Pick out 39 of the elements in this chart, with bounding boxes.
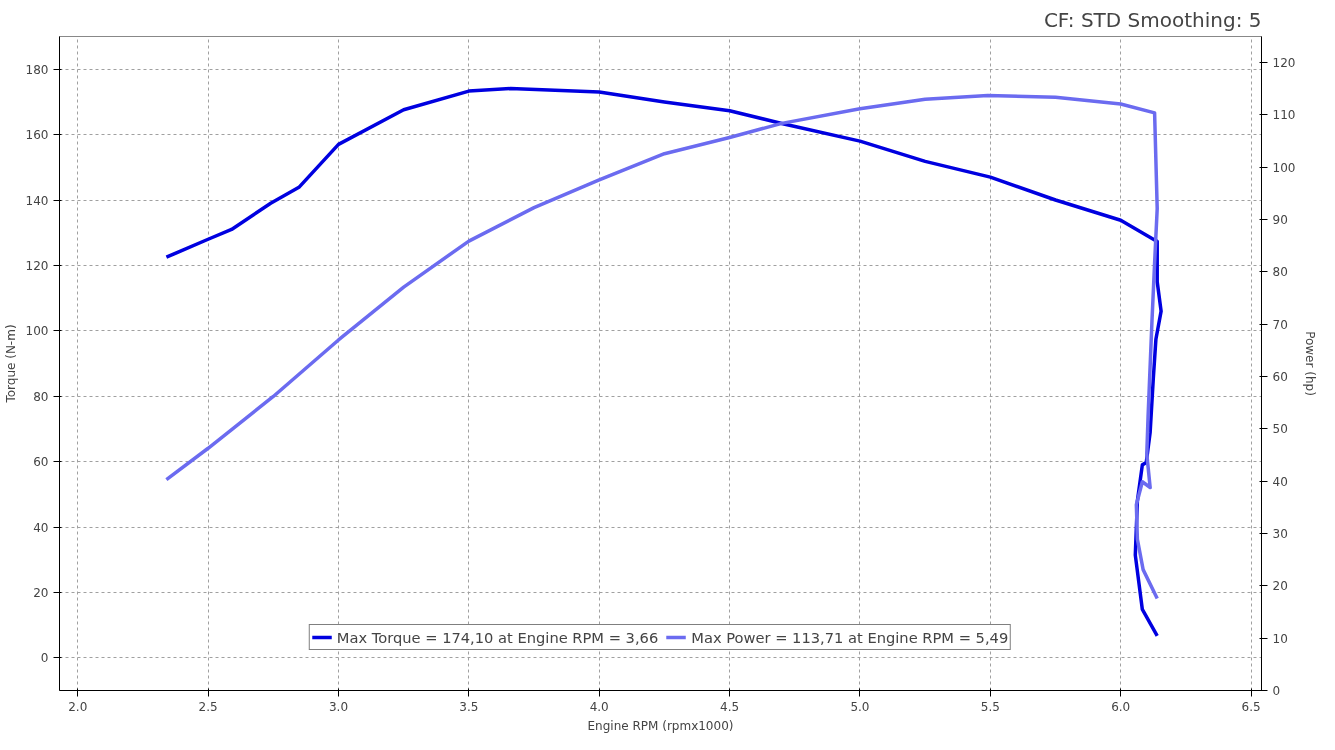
y2-tick-label: 70: [1272, 317, 1288, 332]
y-tick-label: 120: [25, 258, 49, 273]
y-tick-label: 40: [33, 520, 49, 535]
y-tick-label: 160: [25, 128, 49, 143]
x-tick-label: 4.0: [589, 699, 609, 714]
y-tick-label: 180: [25, 62, 49, 77]
y2-tick-label: 60: [1272, 370, 1288, 385]
y-tick-label: 80: [33, 389, 49, 404]
legend-label: Max Torque = 174,10 at Engine RPM = 3,66: [336, 628, 659, 646]
y2-tick-label: 30: [1272, 527, 1288, 542]
y-tick-label: 0: [40, 651, 49, 666]
y2-tick-label: 80: [1272, 265, 1288, 280]
x-tick-label: 6.5: [1241, 699, 1261, 714]
x-tick-label: 3.5: [459, 699, 479, 714]
y-tick-label: 20: [33, 585, 49, 600]
y2-tick-label: 110: [1272, 108, 1296, 123]
x-tick-label: 2.0: [68, 699, 88, 714]
y2-tick-label: 50: [1272, 422, 1288, 437]
y2-tick-label: 10: [1272, 631, 1288, 646]
y-axis-title: Torque (N-m): [3, 324, 18, 404]
y2-axis-title: Power (hp): [1303, 331, 1318, 396]
text: CF: STD Smoothing: 5: [1043, 7, 1262, 32]
y-tick-label: 60: [33, 455, 49, 470]
x-tick-label: 4.5: [720, 699, 740, 714]
x-tick-label: 5.5: [980, 699, 1000, 714]
y2-tick-label: 20: [1272, 579, 1288, 594]
x-axis-title: Engine RPM (rpmx1000): [587, 718, 734, 733]
y2-tick-label: 100: [1272, 160, 1296, 175]
x-tick-label: 2.5: [198, 699, 218, 714]
y2-tick-label: 40: [1272, 474, 1288, 489]
y-tick-label: 100: [25, 324, 49, 339]
x-tick-label: 6.0: [1111, 699, 1131, 714]
y2-tick-label: 0: [1272, 684, 1281, 698]
x-tick-label: 5.0: [850, 699, 870, 714]
y-tick-label: 140: [25, 193, 49, 208]
y2-tick-label: 120: [1272, 56, 1296, 71]
legend-label: Max Power = 113,71 at Engine RPM = 5,49: [691, 628, 1009, 646]
y2-tick-label: 90: [1272, 213, 1288, 228]
x-tick-label: 3.0: [328, 699, 349, 714]
